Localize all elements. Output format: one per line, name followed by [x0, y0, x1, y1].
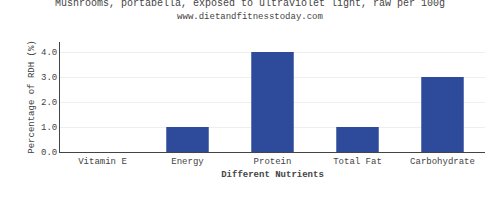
svg-text:Vitamin E: Vitamin E: [78, 157, 127, 167]
svg-text:3.0: 3.0: [41, 73, 57, 83]
svg-text:Energy: Energy: [171, 157, 204, 167]
svg-text:Protein: Protein: [254, 157, 292, 167]
svg-text:Carbohydrate: Carbohydrate: [410, 157, 475, 167]
svg-text:4.0: 4.0: [41, 48, 57, 58]
svg-text:Mushrooms, portabella, exposed: Mushrooms, portabella, exposed to ultrav…: [55, 0, 445, 22]
svg-text:1.0: 1.0: [41, 123, 57, 133]
svg-text:Different Nutrients: Different Nutrients: [221, 170, 324, 180]
svg-text:0.0: 0.0: [41, 148, 57, 158]
svg-text:Percentage of RDH (%): Percentage of RDH (%): [27, 40, 37, 153]
svg-text:2.0: 2.0: [41, 98, 57, 108]
svg-text:Total Fat: Total Fat: [333, 157, 382, 167]
